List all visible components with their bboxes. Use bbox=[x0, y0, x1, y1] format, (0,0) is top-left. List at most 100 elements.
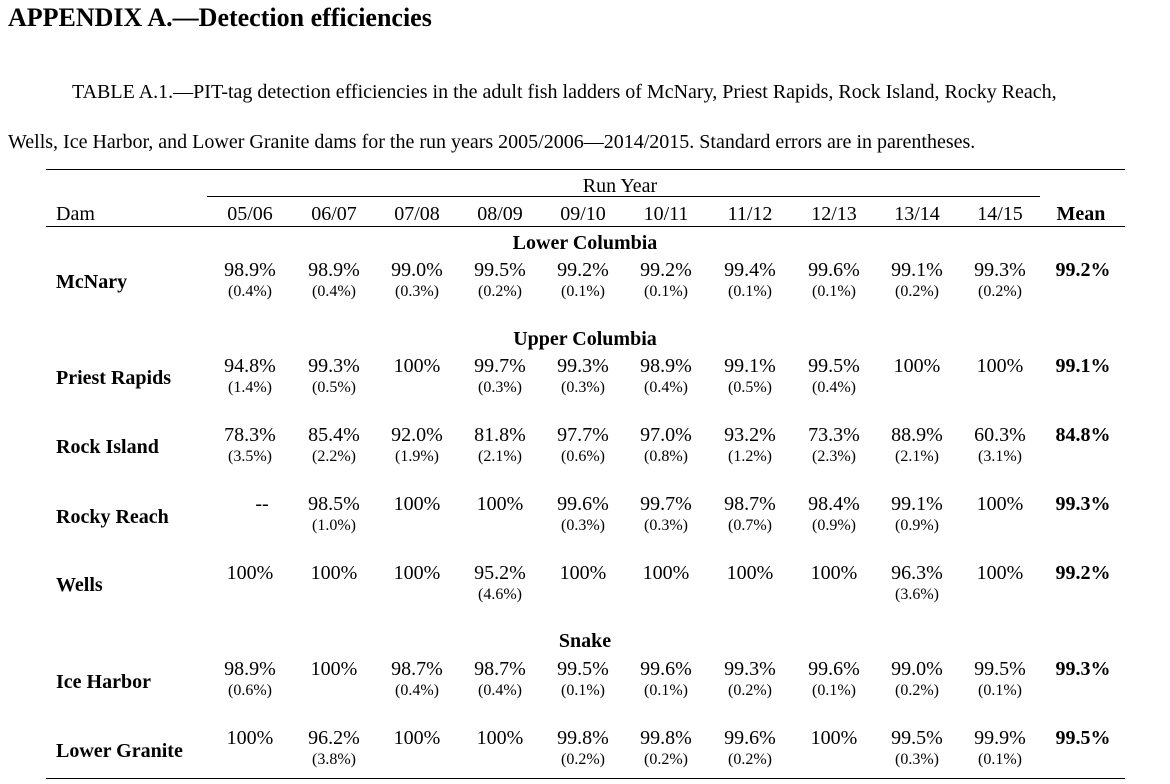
year-column-header: 07/08 bbox=[394, 203, 440, 225]
mean-value: 99.2% bbox=[1055, 259, 1111, 281]
mean-value: 99.3% bbox=[1055, 658, 1111, 680]
standard-error: (0.2%) bbox=[895, 682, 939, 699]
year-column-header: 13/14 bbox=[894, 203, 940, 225]
standard-error: (0.1%) bbox=[644, 682, 688, 699]
dam-name: Lower Granite bbox=[56, 740, 183, 762]
efficiency-value: 100% bbox=[810, 727, 858, 749]
year-column-header: 14/15 bbox=[977, 203, 1023, 225]
appendix-heading: APPENDIX A.—Detection efficiencies bbox=[8, 3, 432, 32]
efficiency-value: 95.2% bbox=[474, 562, 526, 584]
dam-name: Priest Rapids bbox=[56, 367, 171, 389]
efficiency-value: 100% bbox=[726, 562, 774, 584]
mean-value: 99.5% bbox=[1055, 727, 1111, 749]
efficiency-value: 100% bbox=[393, 355, 441, 377]
standard-error: (4.6%) bbox=[478, 586, 522, 603]
standard-error: (0.1%) bbox=[561, 283, 605, 300]
efficiency-value: 98.9% bbox=[224, 259, 276, 281]
efficiency-value: 96.2% bbox=[308, 727, 360, 749]
efficiency-value: 100% bbox=[642, 562, 690, 584]
standard-error: (0.3%) bbox=[895, 751, 939, 768]
efficiency-value: 98.9% bbox=[308, 259, 360, 281]
standard-error: (1.0%) bbox=[312, 517, 356, 534]
efficiency-value: 100% bbox=[810, 562, 858, 584]
standard-error: (0.2%) bbox=[728, 682, 772, 699]
header-bottom-rule bbox=[46, 226, 1125, 227]
efficiency-value: 88.9% bbox=[891, 424, 943, 446]
year-column-header: 06/07 bbox=[311, 203, 357, 225]
efficiency-value: 98.9% bbox=[224, 658, 276, 680]
group-label: Upper Columbia bbox=[513, 328, 657, 350]
group-label: Snake bbox=[558, 630, 612, 652]
efficiency-value: 99.5% bbox=[557, 658, 609, 680]
efficiency-value: 99.6% bbox=[808, 259, 860, 281]
year-column-header: 11/12 bbox=[727, 203, 773, 225]
efficiency-value: 100% bbox=[226, 562, 274, 584]
standard-error: (2.2%) bbox=[312, 448, 356, 465]
standard-error: (0.1%) bbox=[812, 682, 856, 699]
efficiency-value: -- bbox=[255, 493, 269, 515]
efficiency-value: 100% bbox=[476, 493, 524, 515]
efficiency-value: 99.8% bbox=[557, 727, 609, 749]
efficiency-value: 81.8% bbox=[474, 424, 526, 446]
standard-error: (0.1%) bbox=[644, 283, 688, 300]
efficiency-value: 99.1% bbox=[724, 355, 776, 377]
efficiency-value: 96.3% bbox=[891, 562, 943, 584]
year-column-header: 12/13 bbox=[811, 203, 857, 225]
standard-error: (2.3%) bbox=[812, 448, 856, 465]
efficiency-value: 100% bbox=[310, 562, 358, 584]
standard-error: (3.1%) bbox=[978, 448, 1022, 465]
efficiency-value: 99.6% bbox=[724, 727, 776, 749]
dam-column-header: Dam bbox=[56, 203, 95, 225]
efficiency-value: 99.3% bbox=[308, 355, 360, 377]
standard-error: (0.6%) bbox=[228, 682, 272, 699]
efficiency-value: 99.6% bbox=[640, 658, 692, 680]
efficiency-value: 99.5% bbox=[974, 658, 1026, 680]
efficiency-value: 99.1% bbox=[891, 259, 943, 281]
standard-error: (0.2%) bbox=[978, 283, 1022, 300]
efficiency-value: 92.0% bbox=[391, 424, 443, 446]
standard-error: (0.5%) bbox=[728, 379, 772, 396]
standard-error: (0.2%) bbox=[728, 751, 772, 768]
efficiency-value: 100% bbox=[976, 355, 1024, 377]
mean-value: 99.1% bbox=[1055, 355, 1111, 377]
dam-name: McNary bbox=[56, 271, 128, 293]
group-label: Lower Columbia bbox=[512, 232, 658, 254]
standard-error: (2.1%) bbox=[895, 448, 939, 465]
efficiency-value: 99.1% bbox=[891, 493, 943, 515]
efficiency-value: 85.4% bbox=[308, 424, 360, 446]
standard-error: (0.2%) bbox=[478, 283, 522, 300]
efficiency-value: 78.3% bbox=[224, 424, 276, 446]
run-year-spanner-rule bbox=[207, 196, 1040, 197]
standard-error: (0.1%) bbox=[812, 283, 856, 300]
standard-error: (0.9%) bbox=[895, 517, 939, 534]
efficiency-value: 99.8% bbox=[640, 727, 692, 749]
efficiency-value: 73.3% bbox=[808, 424, 860, 446]
standard-error: (0.7%) bbox=[728, 517, 772, 534]
efficiency-value: 99.3% bbox=[974, 259, 1026, 281]
run-year-spanner: Run Year bbox=[582, 175, 658, 197]
standard-error: (0.1%) bbox=[561, 682, 605, 699]
standard-error: (0.5%) bbox=[312, 379, 356, 396]
standard-error: (0.4%) bbox=[812, 379, 856, 396]
efficiency-value: 98.9% bbox=[640, 355, 692, 377]
standard-error: (1.2%) bbox=[728, 448, 772, 465]
dam-name: Rocky Reach bbox=[56, 506, 169, 528]
standard-error: (0.4%) bbox=[478, 682, 522, 699]
efficiency-value: 99.9% bbox=[974, 727, 1026, 749]
efficiency-value: 100% bbox=[476, 727, 524, 749]
standard-error: (0.2%) bbox=[644, 751, 688, 768]
efficiency-value: 98.4% bbox=[808, 493, 860, 515]
efficiency-value: 99.2% bbox=[640, 259, 692, 281]
standard-error: (0.3%) bbox=[395, 283, 439, 300]
efficiency-value: 100% bbox=[559, 562, 607, 584]
year-column-header: 08/09 bbox=[477, 203, 523, 225]
standard-error: (1.9%) bbox=[395, 448, 439, 465]
efficiency-value: 99.6% bbox=[808, 658, 860, 680]
mean-column-header: Mean bbox=[1056, 203, 1106, 225]
standard-error: (0.1%) bbox=[978, 751, 1022, 768]
efficiency-value: 100% bbox=[226, 727, 274, 749]
standard-error: (0.4%) bbox=[228, 283, 272, 300]
efficiency-value: 97.7% bbox=[557, 424, 609, 446]
standard-error: (0.2%) bbox=[895, 283, 939, 300]
dam-name: Wells bbox=[56, 574, 103, 596]
